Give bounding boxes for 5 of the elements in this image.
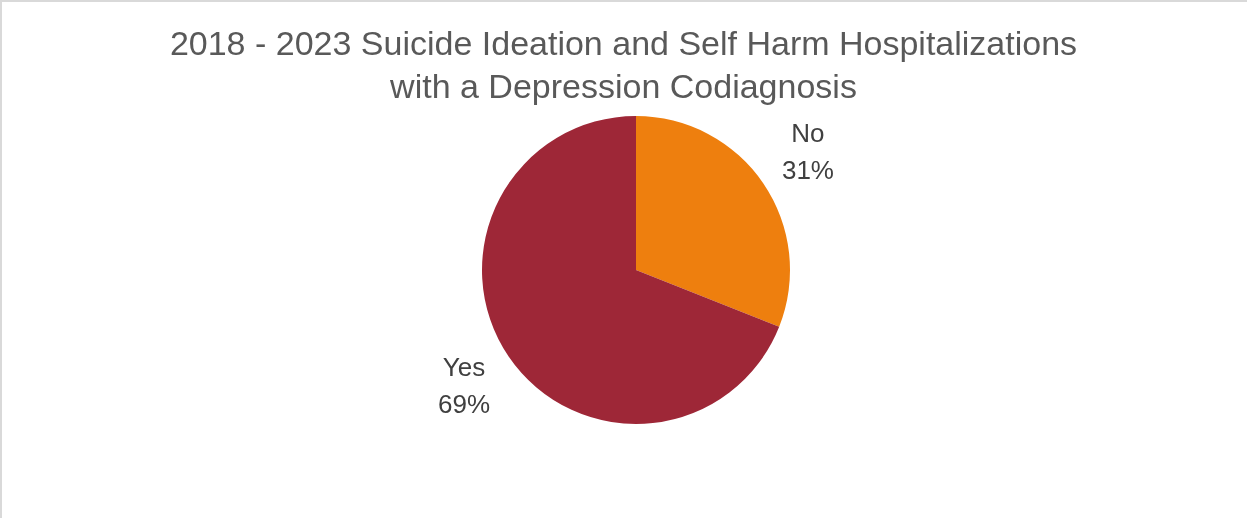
slice-label: No	[791, 117, 825, 148]
chart-title: 2018 - 2023 Suicide Ideation and Self Harm Hospitalizations with a Depression Codiagnosis	[168, 23, 1079, 107]
data-label: 69%	[438, 388, 491, 419]
data-label: 31%	[781, 154, 834, 185]
slice-label: Yes	[442, 351, 486, 382]
